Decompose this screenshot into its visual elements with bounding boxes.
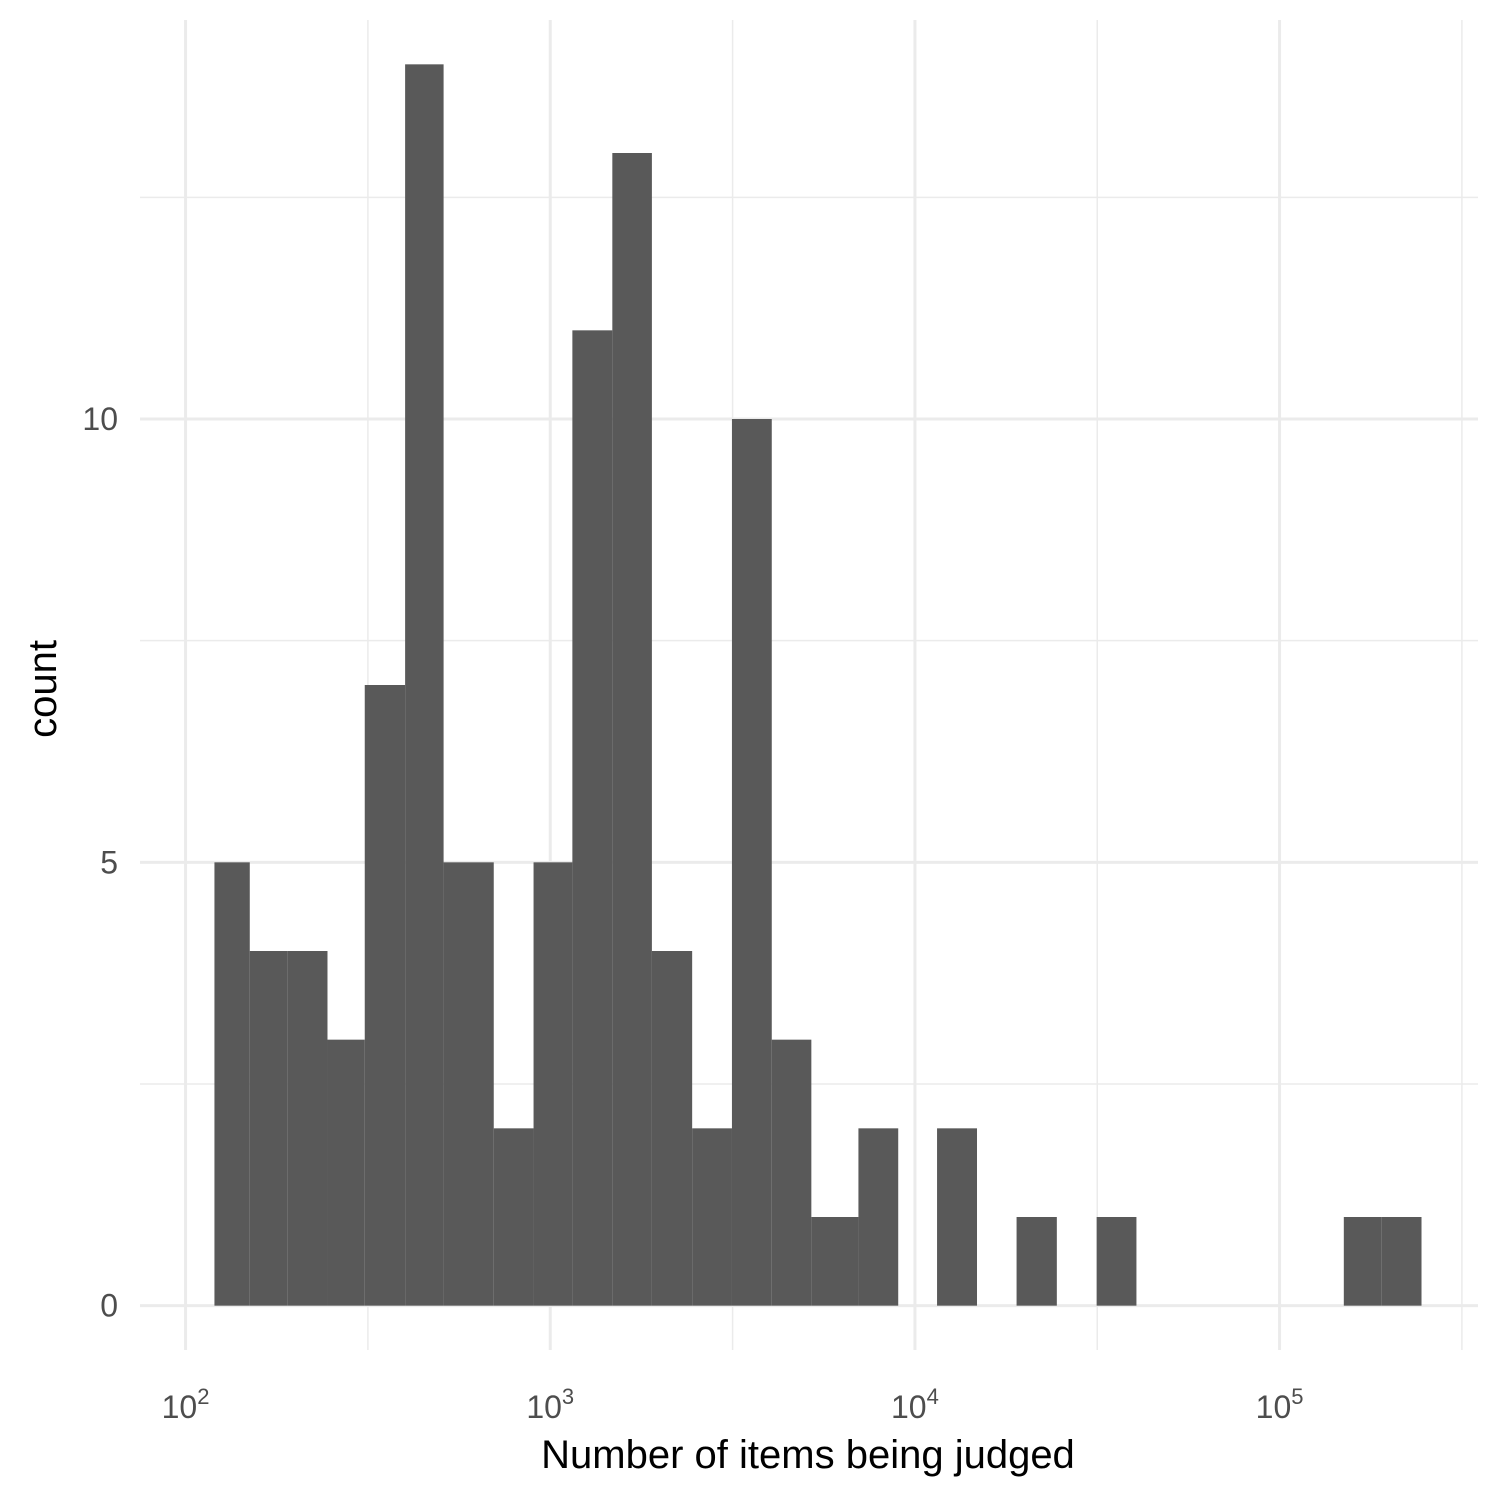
histogram-bar [771,1039,812,1306]
x-tick-label: 102 [162,1384,210,1425]
histogram-bar [612,153,652,1306]
histogram-bar [493,1128,534,1306]
histogram-bar [858,1128,899,1306]
x-axis-tick-labels: 102 103 104 105 [162,1384,1304,1425]
histogram-bar [364,685,406,1306]
histogram-bar [249,951,288,1306]
x-axis-title: Number of items being judged [541,1433,1075,1477]
x-tick-label: 104 [891,1384,939,1425]
x-tick-label: 105 [1256,1384,1304,1425]
histogram-bar [214,862,250,1306]
y-axis-title: count [21,640,65,738]
y-tick-label: 5 [100,844,118,880]
histogram-bar [811,1217,859,1306]
histogram-bar [287,951,328,1306]
y-tick-label: 10 [82,401,118,437]
histogram-bar [327,1039,365,1306]
histogram-bar [405,64,444,1306]
grid-lines [140,20,1478,1350]
histogram-bar [1343,1217,1382,1306]
histogram-bar [692,1128,732,1306]
histogram-bar [533,862,573,1306]
histogram-bars [214,64,1422,1306]
histogram-bar [1096,1217,1137,1306]
y-tick-label: 0 [100,1288,118,1324]
histogram-bar [731,419,772,1306]
histogram-bar [1381,1217,1422,1306]
histogram-bar [937,1128,978,1306]
histogram-bar [572,330,613,1306]
x-tick-label: 103 [526,1384,574,1425]
histogram-bar [443,862,494,1306]
y-axis-tick-labels: 0 5 10 [82,401,118,1324]
histogram-bar [651,951,693,1306]
histogram-bar [1016,1217,1057,1306]
